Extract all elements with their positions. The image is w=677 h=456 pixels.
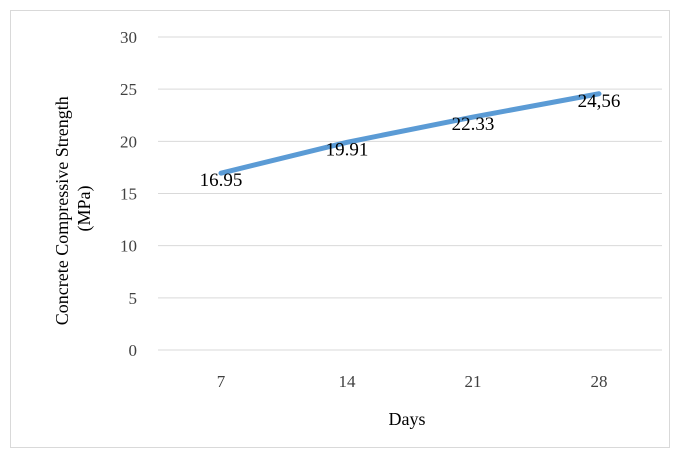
data-label: 22.33 xyxy=(452,114,495,135)
gridlines xyxy=(158,37,662,350)
x-tick-label: 14 xyxy=(339,372,357,391)
y-tick-label: 0 xyxy=(129,341,138,360)
x-tick-label: 28 xyxy=(591,372,608,391)
y-axis-title-line-1: Concrete Compressive Strength xyxy=(52,96,72,325)
y-axis-title-line-2: (MPa) xyxy=(74,186,95,232)
x-axis-ticks: 7 14 21 28 xyxy=(217,372,608,391)
y-tick-label: 30 xyxy=(120,28,137,47)
data-label: 19.91 xyxy=(326,139,369,160)
y-tick-label: 5 xyxy=(129,289,138,308)
data-label: 16.95 xyxy=(200,170,243,191)
y-axis-title: Concrete Compressive Strength (MPa) xyxy=(52,92,95,325)
x-axis-title: Days xyxy=(389,409,426,429)
y-tick-label: 20 xyxy=(120,132,137,151)
x-tick-label: 21 xyxy=(465,372,482,391)
data-label: 24,56 xyxy=(578,91,621,112)
x-tick-label: 7 xyxy=(217,372,226,391)
y-axis-ticks: 0 5 10 15 20 25 30 xyxy=(120,28,137,360)
y-tick-label: 25 xyxy=(120,80,137,99)
series-line xyxy=(221,94,599,173)
y-tick-label: 15 xyxy=(120,185,137,204)
y-tick-label: 10 xyxy=(120,237,137,256)
